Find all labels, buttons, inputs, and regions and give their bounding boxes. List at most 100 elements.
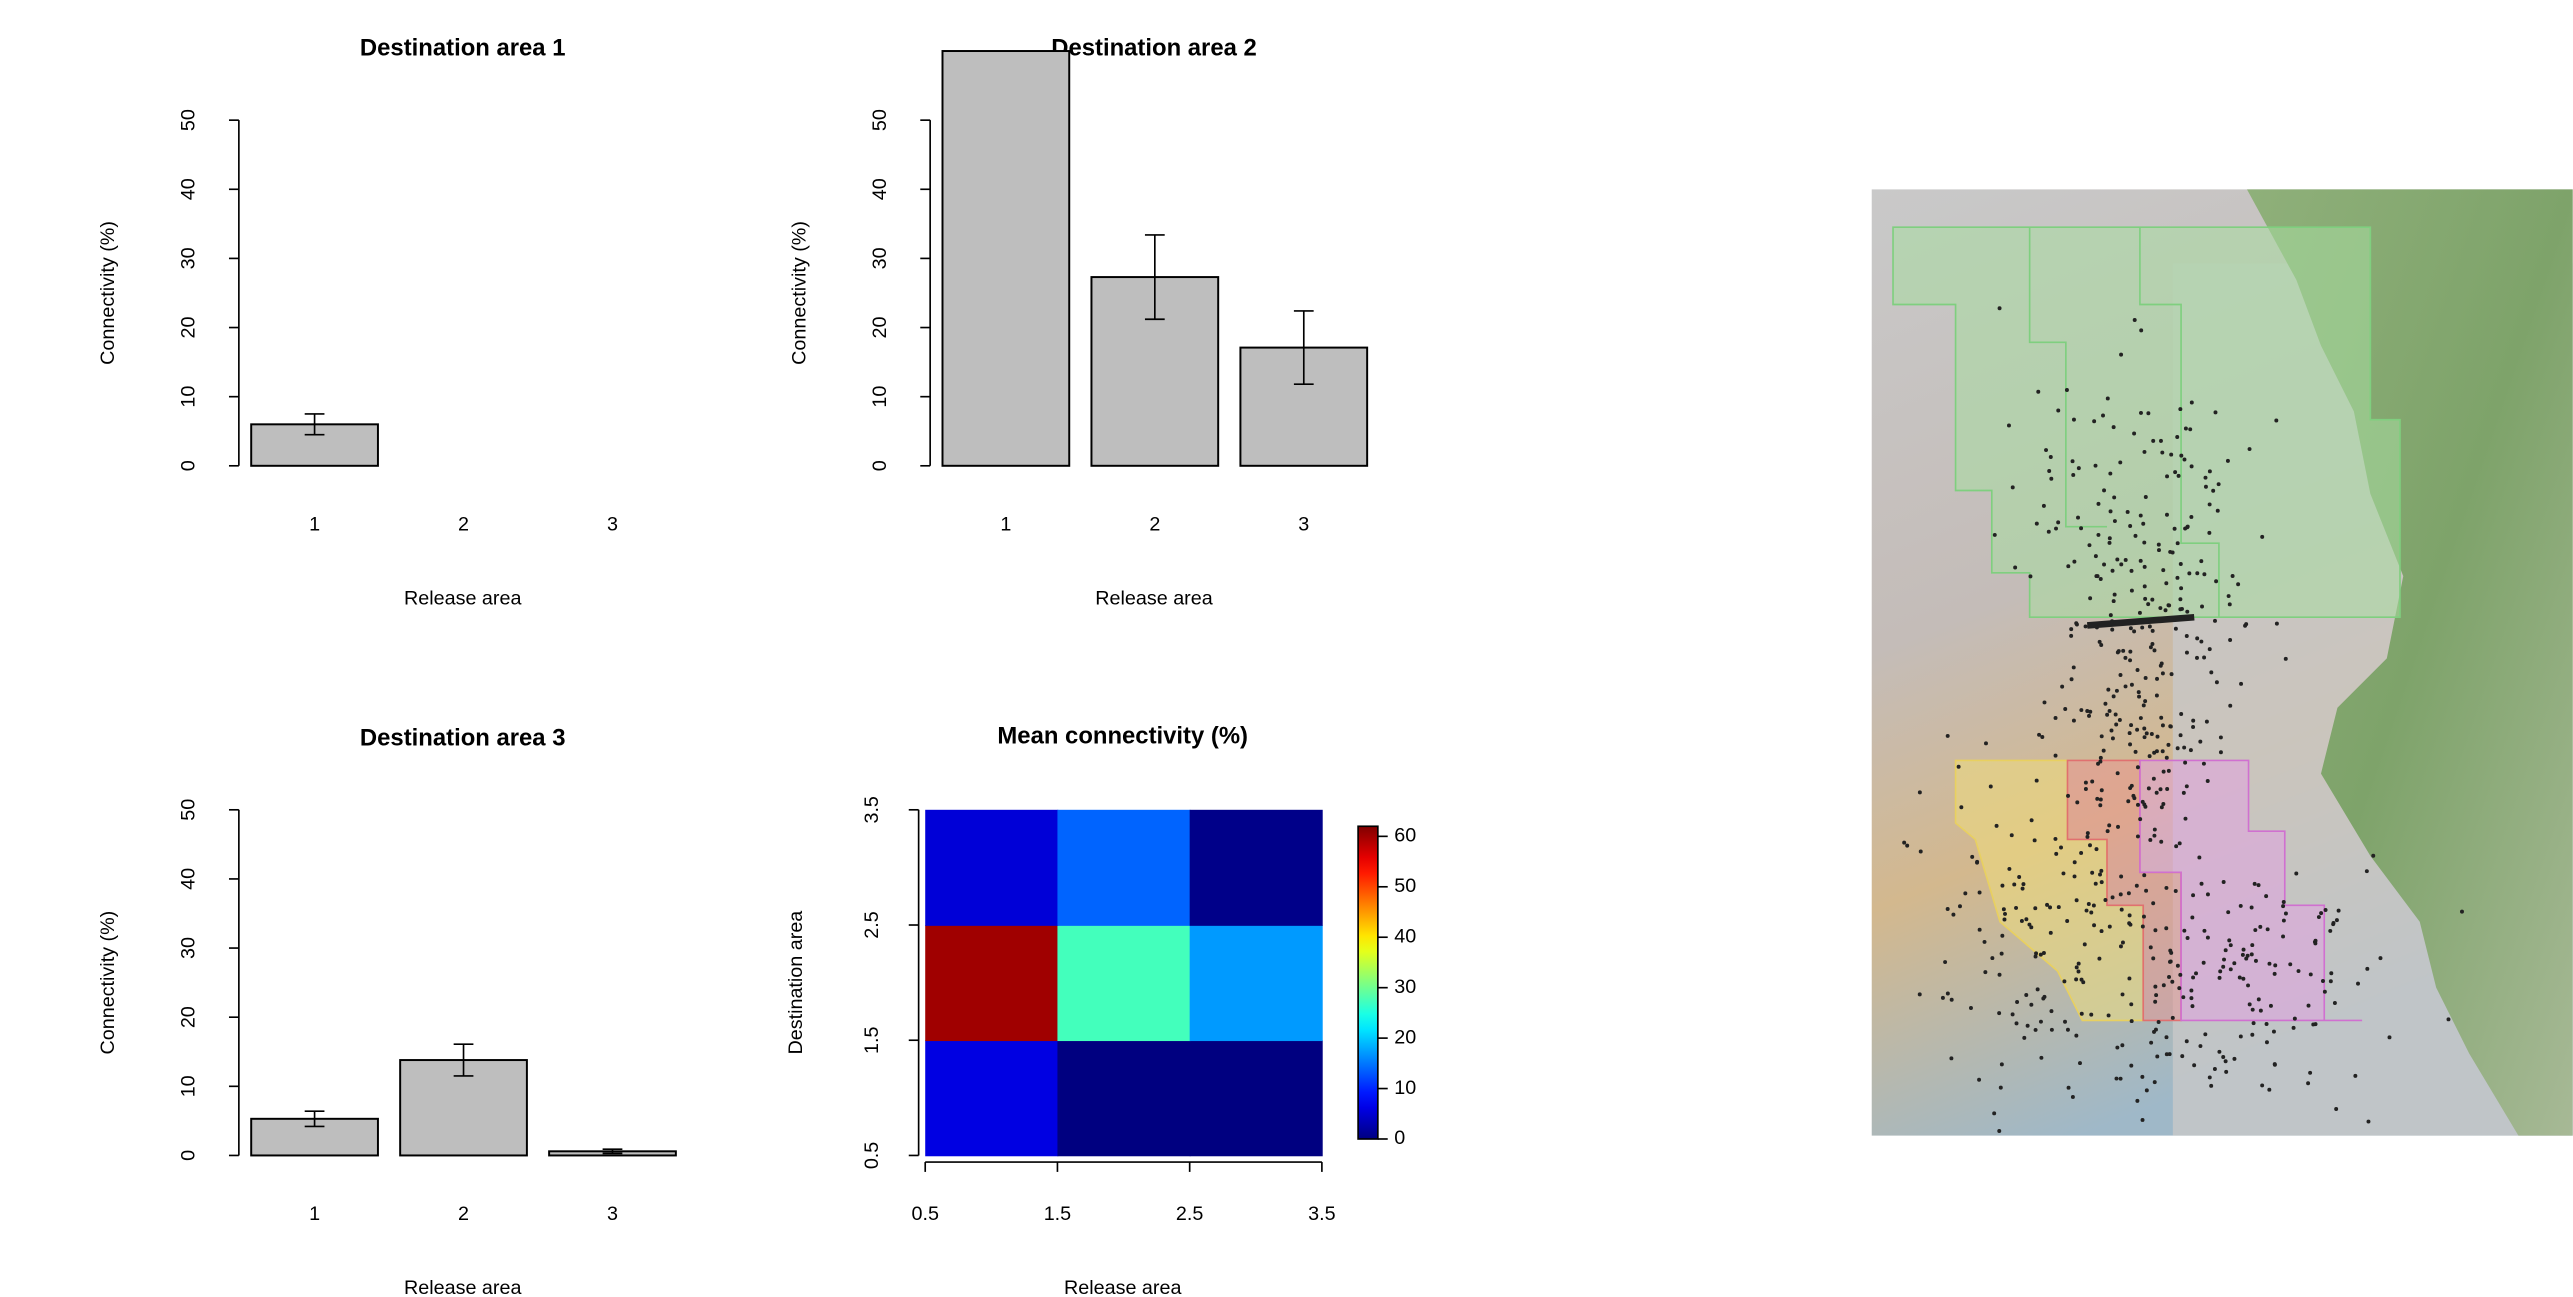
particle [2126, 799, 2130, 803]
particle [2142, 915, 2146, 919]
particle [2209, 670, 2213, 674]
particle [2190, 464, 2194, 468]
particle [2134, 534, 2138, 538]
particle [2084, 781, 2088, 785]
particle [2183, 527, 2187, 531]
particle [2015, 1000, 2019, 1004]
particle [2183, 761, 2187, 765]
particle [2309, 972, 2313, 976]
particle [2275, 622, 2279, 626]
particle [2130, 784, 2134, 788]
particle [2119, 1077, 2123, 1081]
particle [2072, 418, 2076, 422]
particle [2178, 407, 2182, 411]
particle [1957, 765, 1961, 769]
x-tick-label: 1 [309, 1203, 320, 1225]
particle [2269, 1004, 2273, 1008]
particle [2202, 656, 2206, 660]
particle [2314, 1022, 2318, 1026]
particle [2157, 1020, 2161, 1024]
particle [2077, 962, 2081, 966]
particle [2139, 716, 2143, 720]
particle [2203, 1032, 2207, 1036]
particle [2292, 1026, 2296, 1030]
chart-title: Destination area 1 [360, 35, 566, 62]
chart-title: Destination area 3 [360, 724, 566, 751]
particle [2099, 798, 2103, 802]
particle [2109, 509, 2113, 513]
particle [2176, 964, 2180, 968]
particle [2206, 779, 2210, 783]
particle [2274, 418, 2278, 422]
particle [2177, 986, 2181, 990]
particle [2111, 569, 2115, 573]
particle [2152, 751, 2156, 755]
particle [2165, 787, 2169, 791]
particle [2142, 703, 2146, 707]
particle [2110, 628, 2114, 632]
particle [2177, 474, 2181, 478]
particle [2074, 977, 2078, 981]
map-image [1872, 189, 2573, 1153]
particle [2136, 668, 2140, 672]
particle [2102, 563, 2106, 567]
particle [2123, 656, 2127, 660]
particle [2250, 952, 2254, 956]
x-tick-label: 2 [458, 1203, 469, 1225]
particle [2272, 1030, 2276, 1034]
particle [2138, 611, 2142, 615]
x-axis-label: Release area [404, 587, 521, 609]
particle [1993, 533, 1997, 537]
particle [2118, 718, 2122, 722]
particle [2130, 569, 2134, 573]
particle [2130, 589, 2134, 593]
particle [2178, 841, 2182, 845]
particle [2208, 1075, 2212, 1079]
particle [2232, 1057, 2236, 1061]
particle [2098, 803, 2102, 807]
particle [2136, 765, 2140, 769]
particle [2033, 838, 2037, 842]
heatmap-cell [1190, 810, 1323, 926]
particle [2282, 919, 2286, 923]
particle [2200, 605, 2204, 609]
particle [2319, 911, 2323, 915]
particle [2063, 1020, 2067, 1024]
particle [1958, 904, 1962, 908]
particle [2143, 565, 2147, 569]
particle [2084, 787, 2088, 791]
particle [2221, 1055, 2225, 1059]
particle [2090, 871, 2094, 875]
particle [2144, 889, 2148, 893]
particle [2244, 622, 2248, 626]
particle [2284, 657, 2288, 661]
y-tick-label: 2.5 [861, 911, 883, 938]
particle [2308, 1071, 2312, 1075]
particle [2069, 634, 2073, 638]
particle [2065, 919, 2069, 923]
particle [2092, 923, 2096, 927]
particle [2039, 1056, 2043, 1060]
particle [1989, 785, 1993, 789]
particle [2167, 975, 2171, 979]
particle [2159, 439, 2163, 443]
particle [2208, 647, 2212, 651]
particle [2124, 684, 2128, 688]
particle [2066, 794, 2070, 798]
particle [2307, 1004, 2311, 1008]
particle [2030, 818, 2034, 822]
particle [2176, 746, 2180, 750]
particle [2226, 459, 2230, 463]
particle [2246, 983, 2250, 987]
particle [2176, 541, 2180, 545]
particle [2189, 988, 2193, 992]
particle [2216, 509, 2220, 513]
particle [2100, 788, 2104, 792]
particle [2099, 869, 2103, 873]
particle [2182, 929, 2186, 933]
particle [2069, 627, 2073, 631]
particle [2221, 965, 2225, 969]
particle [2265, 1022, 2269, 1026]
particle [2168, 724, 2172, 728]
particle [2047, 530, 2051, 534]
